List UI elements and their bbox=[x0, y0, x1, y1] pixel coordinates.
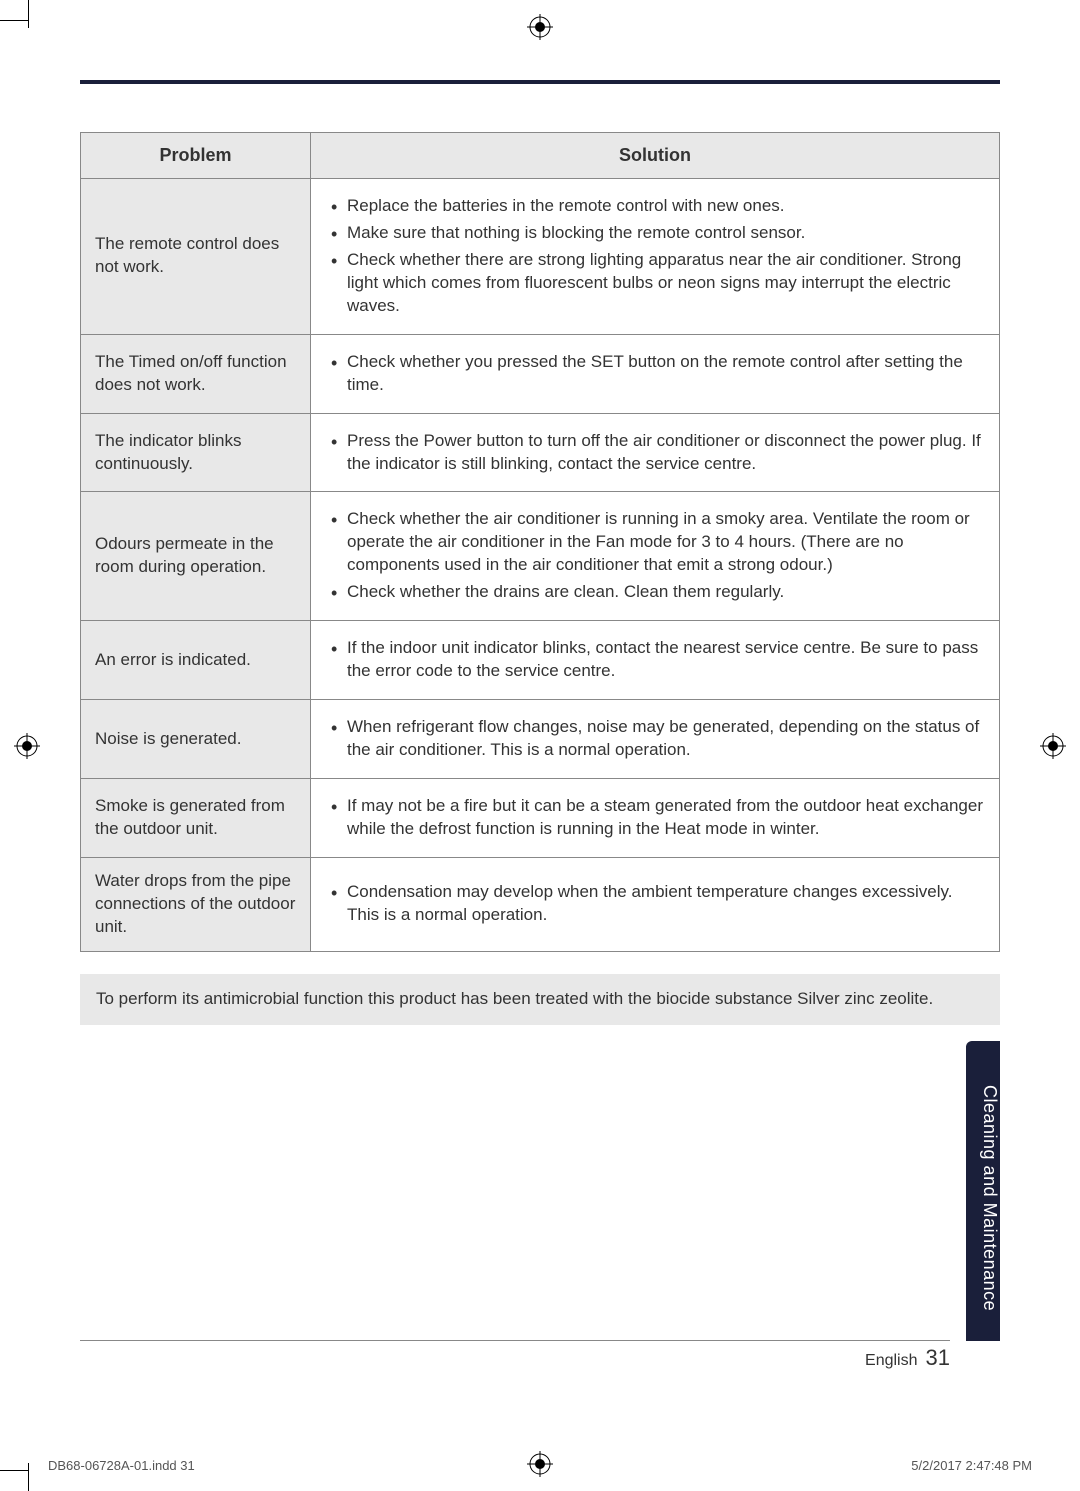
solution-list: Check whether you pressed the SET button… bbox=[325, 351, 985, 397]
solution-cell: Press the Power button to turn off the a… bbox=[311, 413, 1000, 492]
problem-cell: Noise is generated. bbox=[81, 700, 311, 779]
table-row: Water drops from the pipe connections of… bbox=[81, 857, 1000, 951]
crop-mark bbox=[28, 1463, 29, 1491]
problem-cell: Water drops from the pipe connections of… bbox=[81, 857, 311, 951]
solution-item: Check whether the drains are clean. Clea… bbox=[325, 581, 985, 604]
solution-cell: If the indoor unit indicator blinks, con… bbox=[311, 621, 1000, 700]
solution-item: When refrigerant flow changes, noise may… bbox=[325, 716, 985, 762]
registration-mark-icon bbox=[527, 1451, 553, 1477]
registration-mark-icon bbox=[527, 14, 553, 40]
registration-mark-icon bbox=[14, 733, 40, 759]
solution-cell: When refrigerant flow changes, noise may… bbox=[311, 700, 1000, 779]
registration-mark-icon bbox=[1040, 733, 1066, 759]
table-row: An error is indicated. If the indoor unit… bbox=[81, 621, 1000, 700]
solution-item: Replace the batteries in the remote cont… bbox=[325, 195, 985, 218]
solution-cell: Replace the batteries in the remote cont… bbox=[311, 179, 1000, 335]
solution-list: Condensation may develop when the ambien… bbox=[325, 881, 985, 927]
solution-item: If may not be a fire but it can be a ste… bbox=[325, 795, 985, 841]
troubleshoot-tbody: The remote control does not work. Replace… bbox=[81, 179, 1000, 952]
print-footer-right: 5/2/2017 2:47:48 PM bbox=[911, 1458, 1032, 1473]
footer-page-number: 31 bbox=[926, 1345, 950, 1371]
problem-cell: Odours permeate in the room during opera… bbox=[81, 492, 311, 621]
solution-item: Press the Power button to turn off the a… bbox=[325, 430, 985, 476]
table-row: Smoke is generated from the outdoor unit… bbox=[81, 778, 1000, 857]
solution-item: Make sure that nothing is blocking the r… bbox=[325, 222, 985, 245]
table-row: The indicator blinks continuously. Press … bbox=[81, 413, 1000, 492]
solution-item: Condensation may develop when the ambien… bbox=[325, 881, 985, 927]
problem-cell: The indicator blinks continuously. bbox=[81, 413, 311, 492]
troubleshoot-table: Problem Solution The remote control does… bbox=[80, 132, 1000, 952]
problem-cell: The remote control does not work. bbox=[81, 179, 311, 335]
crop-mark bbox=[0, 20, 28, 21]
solution-item: Check whether you pressed the SET button… bbox=[325, 351, 985, 397]
table-row: The remote control does not work. Replace… bbox=[81, 179, 1000, 335]
biocide-note: To perform its antimicrobial function th… bbox=[80, 974, 1000, 1025]
col-header-problem: Problem bbox=[81, 133, 311, 179]
solution-list: Check whether the air conditioner is run… bbox=[325, 508, 985, 604]
solution-cell: Check whether you pressed the SET button… bbox=[311, 334, 1000, 413]
section-top-rule bbox=[80, 80, 1000, 84]
print-footer-left: DB68-06728A-01.indd 31 bbox=[48, 1458, 195, 1473]
col-header-solution: Solution bbox=[311, 133, 1000, 179]
crop-mark bbox=[0, 1470, 28, 1471]
solution-cell: If may not be a fire but it can be a ste… bbox=[311, 778, 1000, 857]
crop-mark bbox=[28, 0, 29, 28]
solution-item: Check whether there are strong lighting … bbox=[325, 249, 985, 318]
table-row: Noise is generated. When refrigerant flow… bbox=[81, 700, 1000, 779]
solution-list: If may not be a fire but it can be a ste… bbox=[325, 795, 985, 841]
footer-rule bbox=[80, 1340, 950, 1341]
page-footer: English 31 bbox=[865, 1345, 950, 1371]
problem-cell: The Timed on/off function does not work. bbox=[81, 334, 311, 413]
solution-cell: Check whether the air conditioner is run… bbox=[311, 492, 1000, 621]
solution-list: Press the Power button to turn off the a… bbox=[325, 430, 985, 476]
page-content: Problem Solution The remote control does… bbox=[80, 80, 1000, 1411]
solution-item: If the indoor unit indicator blinks, con… bbox=[325, 637, 985, 683]
footer-language: English bbox=[865, 1352, 917, 1370]
section-side-tab: Cleaning and Maintenance bbox=[966, 1041, 1000, 1341]
solution-list: If the indoor unit indicator blinks, con… bbox=[325, 637, 985, 683]
solution-cell: Condensation may develop when the ambien… bbox=[311, 857, 1000, 951]
solution-list: Replace the batteries in the remote cont… bbox=[325, 195, 985, 318]
solution-list: When refrigerant flow changes, noise may… bbox=[325, 716, 985, 762]
problem-cell: Smoke is generated from the outdoor unit… bbox=[81, 778, 311, 857]
solution-item: Check whether the air conditioner is run… bbox=[325, 508, 985, 577]
table-row: Odours permeate in the room during opera… bbox=[81, 492, 1000, 621]
problem-cell: An error is indicated. bbox=[81, 621, 311, 700]
table-row: The Timed on/off function does not work.… bbox=[81, 334, 1000, 413]
